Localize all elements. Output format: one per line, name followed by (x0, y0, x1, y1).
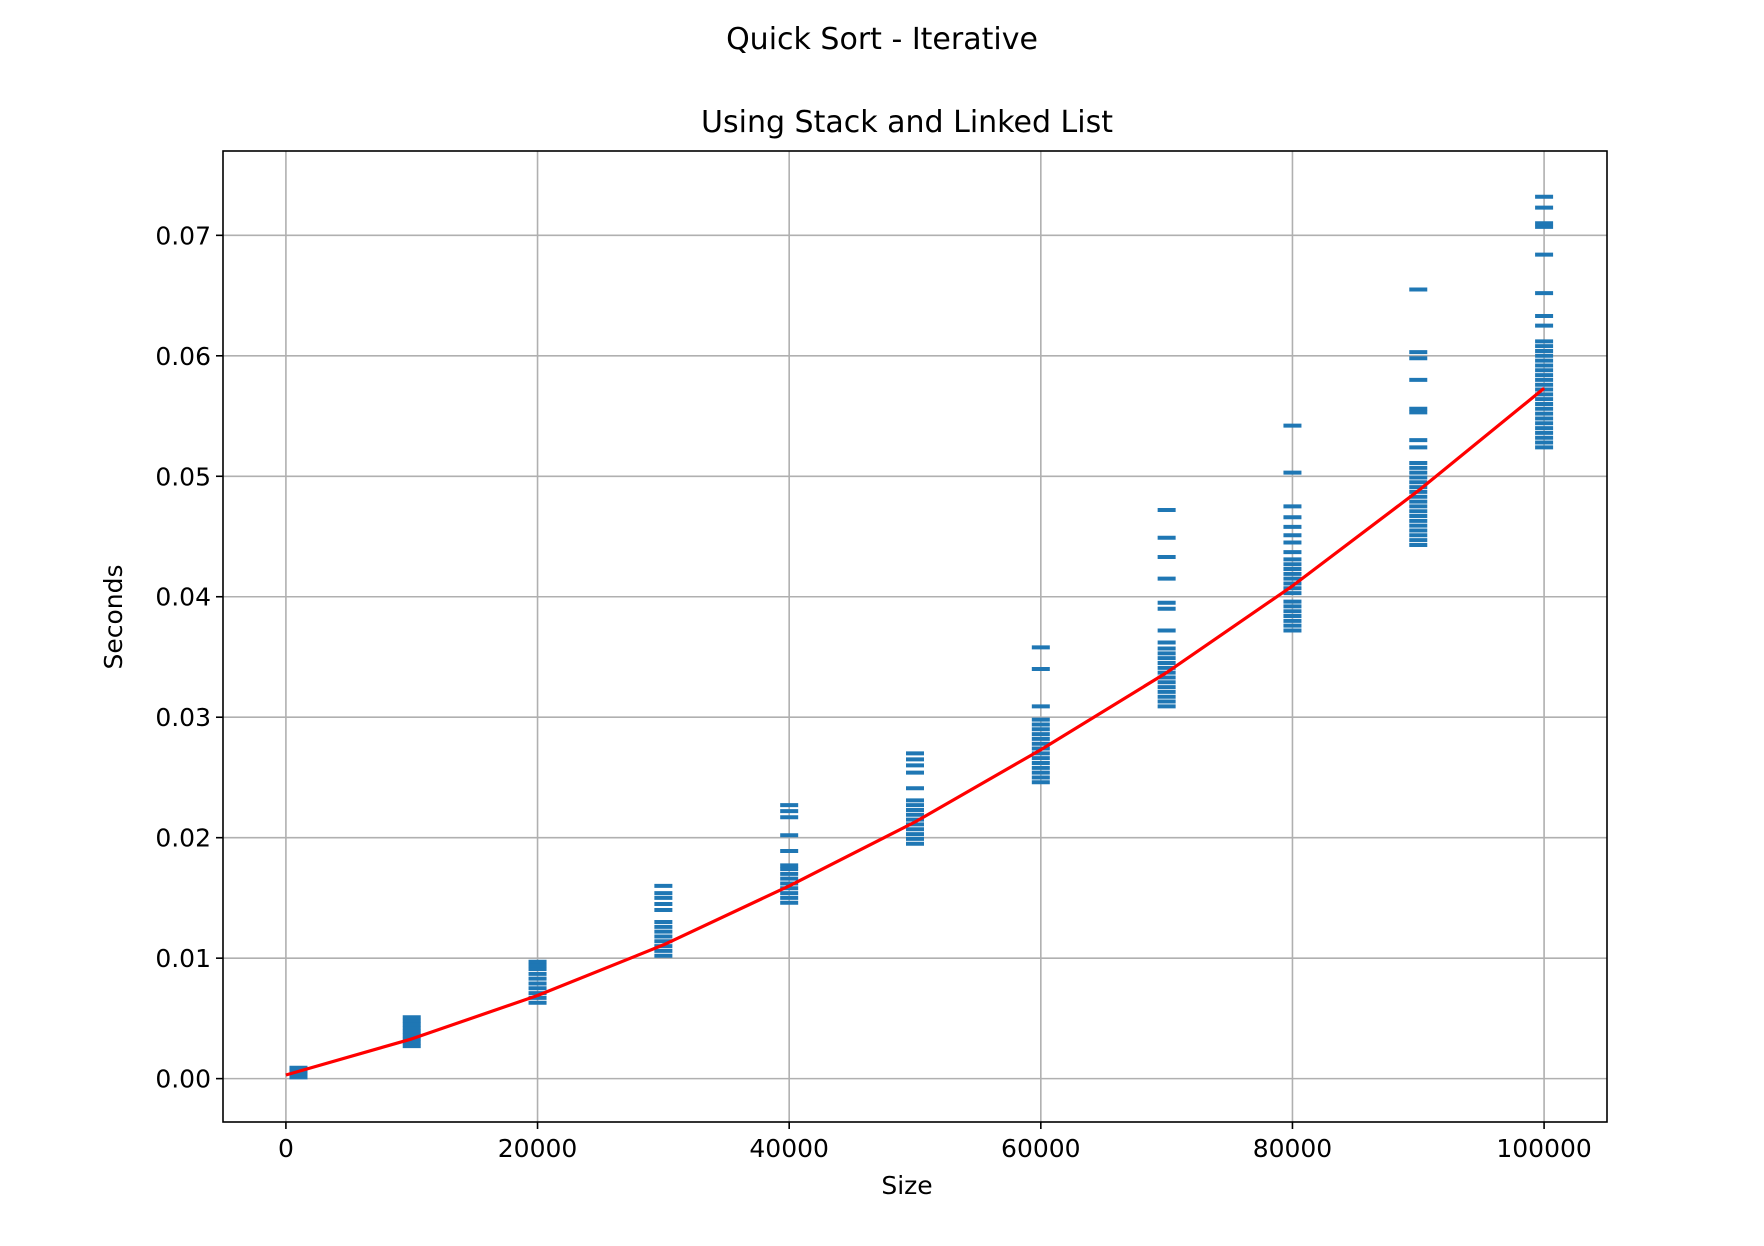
y-axis-label: Seconds (99, 564, 128, 669)
y-tick-label: 0.07 (155, 221, 211, 250)
axes-frame (222, 150, 1608, 1123)
y-tick-label: 0.03 (155, 703, 211, 732)
y-tick-label: 0.05 (155, 462, 211, 491)
chart-title: Using Stack and Linked List (701, 105, 1113, 140)
fit-line-path (285, 387, 1546, 1077)
y-tick-label: 0.02 (155, 824, 211, 853)
x-axis-label: Size (881, 1171, 932, 1200)
x-tick-label: 40000 (749, 1134, 829, 1163)
y-tick-label: 0.04 (155, 583, 211, 612)
x-tick-label: 0 (278, 1134, 294, 1163)
x-tick-label: 20000 (498, 1134, 578, 1163)
scatter-points (289, 194, 1554, 1080)
fit-line (285, 387, 1546, 1077)
grid (223, 151, 1607, 1122)
y-tick-label: 0.01 (155, 944, 211, 973)
x-tick-label: 100000 (1496, 1134, 1591, 1163)
axis-ticks: 0 20000 40000 60000 80000 100000 0.00 0.01 0.02 0… (155, 221, 1591, 1163)
x-tick-label: 60000 (1001, 1134, 1081, 1163)
chart-suptitle: Quick Sort - Iterative (726, 22, 1038, 57)
y-tick-label: 0.00 (155, 1065, 211, 1094)
y-tick-label: 0.06 (155, 342, 211, 371)
x-tick-label: 80000 (1253, 1134, 1333, 1163)
